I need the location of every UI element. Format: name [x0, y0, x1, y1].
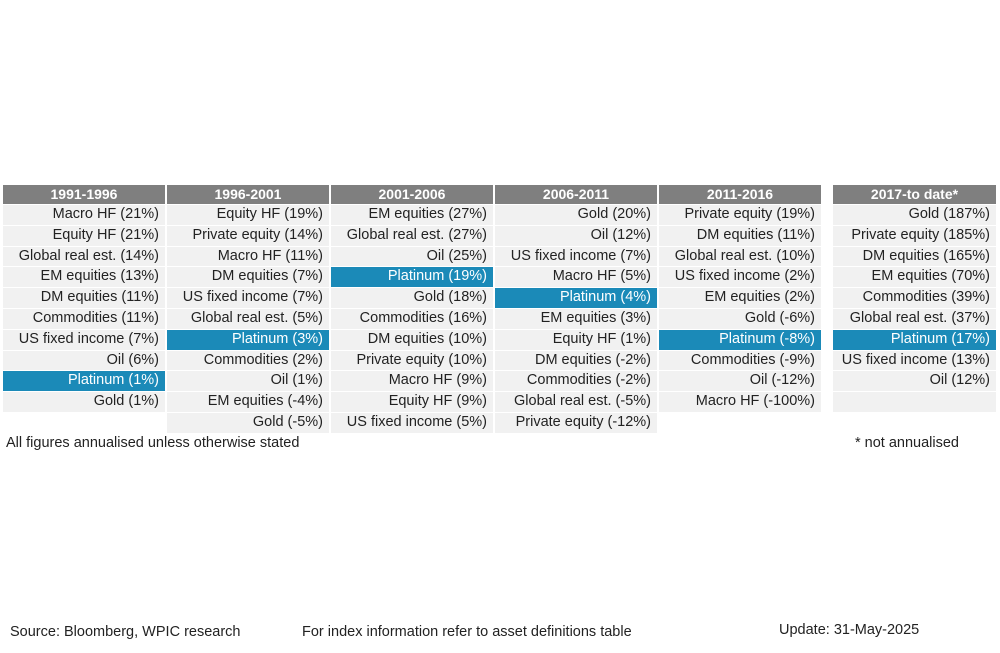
- table-column: 2011-2016 Private equity (19%) DM equities…: [659, 185, 821, 413]
- table-cell: Gold (20%): [495, 205, 657, 225]
- table-cell: Commodities (-2%): [495, 371, 657, 392]
- table-cell: Global real est. (10%): [659, 246, 821, 267]
- table-cell: Oil (12%): [833, 371, 996, 392]
- table-cell: Commodities (39%): [833, 288, 996, 308]
- table-column: 1996-2001 Equity HF (19%) Private equity (…: [167, 185, 329, 434]
- table-cell: Oil (12%): [495, 225, 657, 246]
- table-cell: Macro HF (9%): [331, 371, 493, 392]
- platinum-highlight-cell: Platinum (19%): [331, 267, 493, 288]
- column-header: 2001-2006: [331, 185, 493, 204]
- update-text: Update: 31-May-2025: [779, 622, 920, 638]
- table-cell: DM equities (-2%): [495, 350, 657, 371]
- table-cell: Gold (1%): [3, 392, 165, 412]
- table-cell: US fixed income (2%): [659, 267, 821, 288]
- table-cell: Equity HF (1%): [495, 329, 657, 350]
- column-header: 2011-2016: [659, 185, 821, 204]
- table-cell: Equity HF (21%): [3, 225, 165, 246]
- annualised-note: All figures annualised unless otherwise …: [6, 435, 300, 451]
- table-column: 2001-2006 EM equities (27%) Global real es…: [331, 185, 493, 434]
- table-cell: Commodities (2%): [167, 350, 329, 371]
- table-cell: US fixed income (7%): [167, 288, 329, 308]
- platinum-highlight-cell: Platinum (4%): [495, 288, 657, 308]
- table-cell: Private equity (19%): [659, 205, 821, 225]
- table-cell: Macro HF (-100%): [659, 392, 821, 412]
- platinum-highlight-cell: Platinum (-8%): [659, 329, 821, 350]
- table-column: 1991-1996 Macro HF (21%) Equity HF (21%) Gl…: [3, 185, 165, 413]
- table-column: 2017-to date* Gold (187%) Private equity (…: [833, 185, 996, 413]
- table-cell: US fixed income (13%): [833, 350, 996, 371]
- table-cell: US fixed income (7%): [3, 329, 165, 350]
- column-header: 1991-1996: [3, 185, 165, 204]
- not-annualised-note: * not annualised: [855, 435, 959, 451]
- table-cell: Private equity (14%): [167, 225, 329, 246]
- table-cell: EM equities (3%): [495, 308, 657, 329]
- table-cell: US fixed income (5%): [331, 412, 493, 433]
- table-cell: Oil (1%): [167, 371, 329, 392]
- table-cell: Oil (-12%): [659, 371, 821, 392]
- table-cell: Global real est. (37%): [833, 308, 996, 329]
- source-text: Source: Bloomberg, WPIC research: [10, 624, 241, 640]
- table-cell: EM equities (13%): [3, 267, 165, 288]
- table-column: 2006-2011 Gold (20%) Oil (12%) US fixed inc…: [495, 185, 657, 434]
- table-cell: Oil (25%): [331, 246, 493, 267]
- table-cell: Gold (-5%): [167, 412, 329, 433]
- table-cell: EM equities (70%): [833, 267, 996, 288]
- table-cell: Global real est. (14%): [3, 246, 165, 267]
- table-cell: DM equities (165%): [833, 246, 996, 267]
- table-cell: DM equities (11%): [659, 225, 821, 246]
- table-cell: DM equities (11%): [3, 288, 165, 308]
- platinum-highlight-cell: Platinum (17%): [833, 329, 996, 350]
- column-header: 1996-2001: [167, 185, 329, 204]
- table-cell: Oil (6%): [3, 350, 165, 371]
- table-cell: Gold (18%): [331, 288, 493, 308]
- table-cell: Global real est. (-5%): [495, 392, 657, 412]
- table-cell: Global real est. (5%): [167, 308, 329, 329]
- table-cell: Equity HF (19%): [167, 205, 329, 225]
- platinum-highlight-cell: Platinum (1%): [3, 371, 165, 392]
- column-header: 2017-to date*: [833, 185, 996, 204]
- table-cell: US fixed income (7%): [495, 246, 657, 267]
- platinum-highlight-cell: Platinum (3%): [167, 329, 329, 350]
- empty-cell: [833, 392, 996, 412]
- table-cell: DM equities (10%): [331, 329, 493, 350]
- table-cell: Macro HF (11%): [167, 246, 329, 267]
- table-cell: Macro HF (5%): [495, 267, 657, 288]
- index-info-text: For index information refer to asset def…: [302, 624, 632, 640]
- table-cell: Equity HF (9%): [331, 392, 493, 412]
- column-header: 2006-2011: [495, 185, 657, 204]
- table-cell: EM equities (2%): [659, 288, 821, 308]
- table-cell: Commodities (11%): [3, 308, 165, 329]
- table-cell: EM equities (27%): [331, 205, 493, 225]
- table-cell: Commodities (16%): [331, 308, 493, 329]
- table-cell: Private equity (10%): [331, 350, 493, 371]
- table-cell: Macro HF (21%): [3, 205, 165, 225]
- table-cell: DM equities (7%): [167, 267, 329, 288]
- table-cell: Private equity (-12%): [495, 412, 657, 433]
- table-cell: Commodities (-9%): [659, 350, 821, 371]
- table-cell: Gold (187%): [833, 205, 996, 225]
- table-cell: Private equity (185%): [833, 225, 996, 246]
- table-cell: EM equities (-4%): [167, 392, 329, 412]
- table-cell: Global real est. (27%): [331, 225, 493, 246]
- table-cell: Gold (-6%): [659, 308, 821, 329]
